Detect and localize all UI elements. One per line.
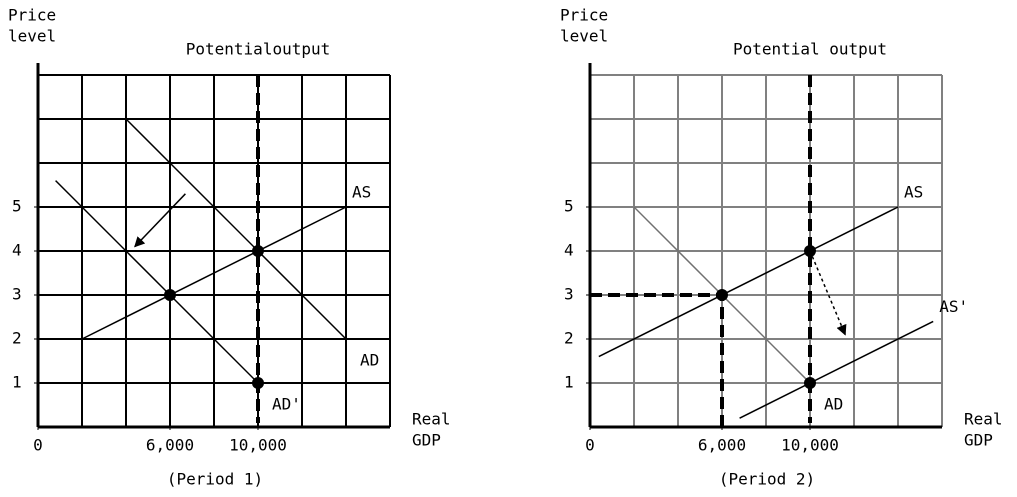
y-tick-label: 5	[12, 197, 22, 216]
y-tick-label: 4	[12, 241, 22, 260]
y-tick-label: 5	[564, 197, 574, 216]
curve	[125, 118, 347, 340]
y-tick-label: 2	[12, 329, 22, 348]
curve	[739, 320, 934, 419]
x-tick-label: 6,000	[146, 436, 194, 455]
curve-label: AD'	[272, 395, 301, 414]
chart-subtitle: (Period 2)	[719, 470, 815, 489]
curve	[81, 206, 347, 340]
equilibrium-point	[252, 377, 264, 389]
chart-subtitle: (Period 1)	[167, 470, 263, 489]
x-axis-label: GDP	[964, 431, 993, 450]
x-tick-label: 10,000	[229, 436, 287, 455]
y-axis-label: level	[8, 27, 56, 46]
curve	[55, 180, 259, 384]
x-axis-label: GDP	[412, 431, 441, 450]
equilibrium-point	[164, 289, 176, 301]
x-tick-label: 0	[585, 436, 595, 455]
curve	[598, 206, 899, 358]
y-tick-label: 1	[564, 373, 574, 392]
x-axis-label: Real	[964, 410, 1003, 429]
y-tick-label: 4	[564, 241, 574, 260]
curve-label: AS	[352, 183, 371, 202]
y-tick-label: 3	[12, 285, 22, 304]
curve-label: AS	[904, 183, 923, 202]
equilibrium-point	[804, 377, 816, 389]
x-tick-label: 10,000	[781, 436, 839, 455]
curve-label: AD	[360, 351, 379, 370]
shift-arrow	[134, 193, 186, 248]
y-axis-label: Price	[560, 6, 608, 25]
equilibrium-point	[716, 289, 728, 301]
y-tick-label: 2	[564, 329, 574, 348]
x-axis-label: Real	[412, 410, 451, 429]
chart-title: Potentialoutput	[186, 40, 331, 59]
x-tick-label: 0	[33, 436, 43, 455]
y-tick-label: 3	[564, 285, 574, 304]
equilibrium-point	[252, 245, 264, 257]
shift-arrow	[809, 250, 847, 336]
x-tick-label: 6,000	[698, 436, 746, 455]
curve-label: AD	[824, 395, 843, 414]
y-axis-label: Price	[8, 6, 56, 25]
y-axis-label: level	[560, 27, 608, 46]
y-tick-label: 1	[12, 373, 22, 392]
curve-label: AS'	[939, 297, 968, 316]
chart-title: Potential output	[733, 40, 887, 59]
